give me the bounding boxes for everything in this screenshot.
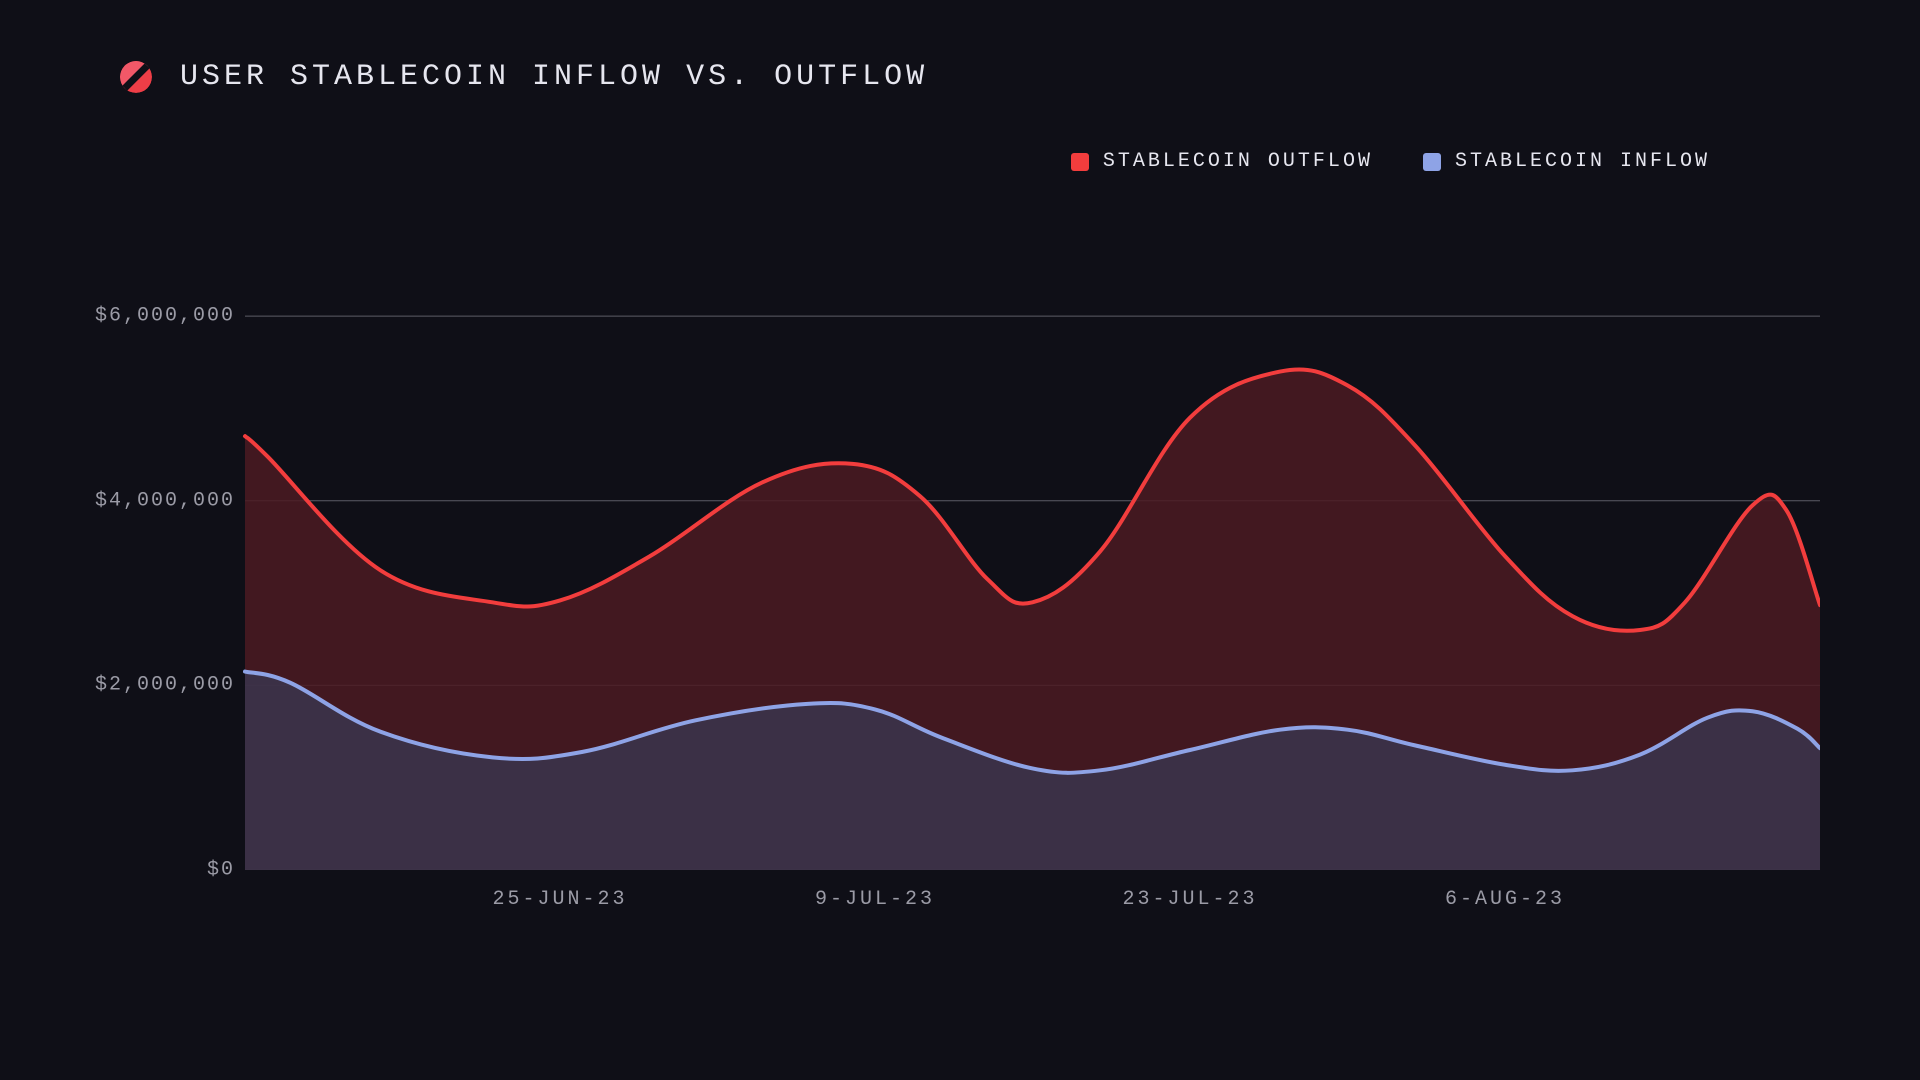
area-chart-svg (80, 270, 1820, 870)
chart-title: USER STABLECOIN INFLOW VS. OUTFLOW (180, 60, 928, 94)
y-axis-tick-label: $0 (207, 859, 235, 882)
brand-logo-icon (120, 61, 152, 93)
y-axis-tick-label: $2,000,000 (95, 674, 235, 697)
legend-item: STABLECOIN INFLOW (1423, 150, 1710, 173)
series-line (245, 369, 1820, 630)
legend-label: STABLECOIN OUTFLOW (1103, 150, 1373, 173)
x-axis-tick-label: 6-AUG-23 (1445, 888, 1565, 911)
legend-label: STABLECOIN INFLOW (1455, 150, 1710, 173)
x-axis-tick-label: 25-JUN-23 (492, 888, 627, 911)
chart-area: $0$2,000,000$4,000,000$6,000,000 25-JUN-… (80, 270, 1820, 870)
y-axis-tick-label: $4,000,000 (95, 489, 235, 512)
chart-header: USER STABLECOIN INFLOW VS. OUTFLOW (120, 60, 928, 94)
y-axis-tick-label: $6,000,000 (95, 305, 235, 328)
x-axis-tick-label: 23-JUL-23 (1122, 888, 1257, 911)
legend-swatch (1071, 153, 1089, 171)
x-axis-tick-label: 9-JUL-23 (815, 888, 935, 911)
legend-swatch (1423, 153, 1441, 171)
chart-legend: STABLECOIN OUTFLOW STABLECOIN INFLOW (1071, 150, 1710, 173)
legend-item: STABLECOIN OUTFLOW (1071, 150, 1373, 173)
